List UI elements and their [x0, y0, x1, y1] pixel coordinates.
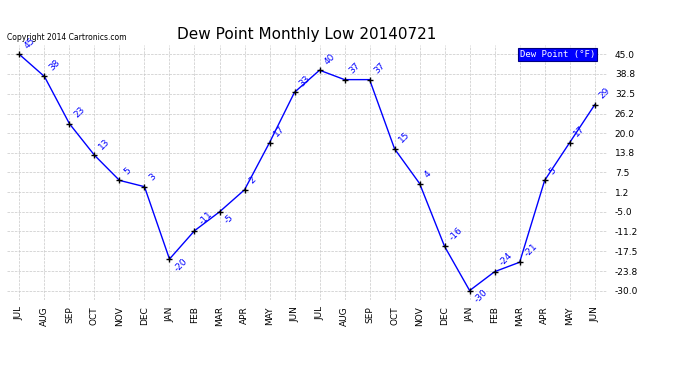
Text: 17: 17: [573, 124, 587, 138]
Text: -30: -30: [473, 288, 489, 304]
Text: Dew Point (°F): Dew Point (°F): [520, 50, 595, 59]
Text: -16: -16: [447, 225, 464, 242]
Text: 33: 33: [297, 74, 312, 88]
Text: 5: 5: [122, 166, 132, 176]
Text: -24: -24: [497, 251, 514, 267]
Text: 15: 15: [397, 130, 412, 145]
Text: 13: 13: [97, 136, 112, 151]
Text: 17: 17: [273, 124, 287, 138]
Text: 37: 37: [347, 61, 362, 75]
Text: 5: 5: [547, 166, 558, 176]
Text: 37: 37: [373, 61, 387, 75]
Text: -5: -5: [222, 213, 235, 226]
Text: -21: -21: [522, 242, 539, 258]
Text: 38: 38: [47, 58, 61, 72]
Text: -20: -20: [172, 256, 189, 273]
Text: -11: -11: [197, 210, 214, 226]
Text: Copyright 2014 Cartronics.com: Copyright 2014 Cartronics.com: [7, 33, 126, 42]
Text: 2: 2: [247, 175, 257, 186]
Title: Dew Point Monthly Low 20140721: Dew Point Monthly Low 20140721: [177, 27, 437, 42]
Text: 3: 3: [147, 172, 158, 183]
Text: 45: 45: [22, 36, 37, 50]
Text: 4: 4: [422, 169, 433, 179]
Text: 23: 23: [72, 105, 87, 120]
Text: 40: 40: [322, 52, 337, 66]
Text: 29: 29: [598, 86, 612, 100]
